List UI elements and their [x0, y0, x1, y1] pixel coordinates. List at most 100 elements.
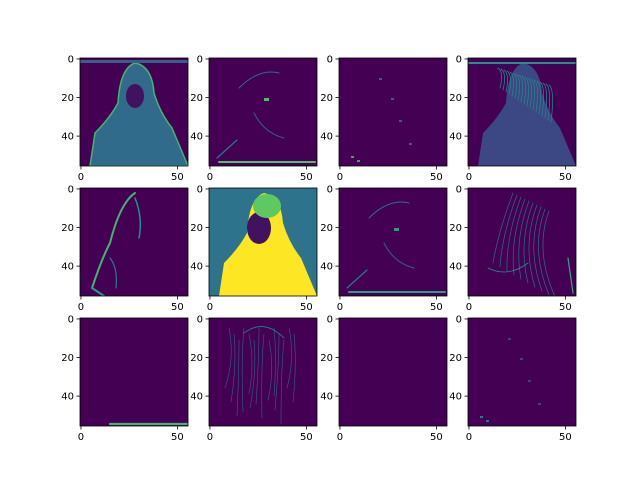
feature-image	[209, 58, 317, 166]
x-tick-label: 50	[430, 302, 443, 313]
x-tick-label: 50	[171, 302, 184, 313]
hair-stroke	[528, 204, 538, 288]
texture-stroke	[533, 79, 538, 113]
feature-image	[339, 58, 447, 166]
y-tick-label: 40	[320, 132, 333, 143]
texture-stroke	[515, 73, 520, 101]
y-tick-label: 40	[61, 262, 74, 273]
image-background	[339, 188, 447, 296]
y-tick-label: 40	[190, 392, 203, 403]
y-tick-label: 40	[449, 392, 462, 403]
panel-r0-c0: 0 50 0 20 40	[61, 54, 189, 183]
texture-stroke	[542, 82, 547, 119]
y-tick-label: 0	[456, 184, 462, 195]
axes-frame	[208, 317, 318, 427]
face-region	[247, 212, 271, 244]
x-tick-label: 50	[300, 302, 313, 313]
activation-dot	[538, 403, 541, 405]
y-tick-label: 0	[68, 54, 74, 65]
image-background	[209, 318, 317, 426]
y-tick-label: 20	[449, 93, 462, 104]
y-tick-label: 0	[68, 184, 74, 195]
x-tick-label: 0	[78, 432, 84, 443]
panel-r1-c0: 0 50 0 20 40	[61, 184, 189, 313]
contour-stroke	[134, 197, 142, 239]
edge-stroke	[255, 327, 260, 405]
texture-stroke	[521, 75, 526, 105]
x-tick-label: 50	[559, 302, 572, 313]
y-tick-label: 0	[456, 54, 462, 65]
x-tick-label: 0	[78, 302, 84, 313]
top-band	[468, 62, 576, 64]
y-tick-label: 20	[320, 353, 333, 364]
panel-r2-c1: 0 50 0 20 40	[190, 314, 318, 443]
y-tick-label: 20	[61, 93, 74, 104]
hair-stroke	[499, 194, 518, 268]
contour-stroke	[91, 287, 105, 296]
y-tick-label: 0	[68, 314, 74, 325]
texture-stroke	[548, 84, 553, 123]
edge-stroke	[273, 327, 276, 397]
top-band	[80, 60, 188, 63]
edge-stroke	[346, 269, 368, 289]
x-tick-label: 50	[559, 432, 572, 443]
axes-frame	[79, 317, 189, 427]
y-tick-label: 20	[190, 223, 203, 234]
activation-dot	[486, 420, 489, 422]
activation-dot	[409, 143, 412, 145]
feature-image	[468, 318, 576, 426]
figure-outline	[89, 62, 188, 166]
x-tick-label: 0	[207, 302, 213, 313]
x-tick-label: 0	[466, 172, 472, 183]
y-tick-label: 40	[190, 262, 203, 273]
feature-image	[209, 318, 317, 426]
hair-stroke	[492, 192, 514, 264]
x-tick-label: 50	[300, 172, 313, 183]
x-tick-label: 0	[466, 432, 472, 443]
activation-dot	[351, 156, 354, 158]
edge-stroke	[274, 333, 280, 411]
y-tick-label: 40	[449, 132, 462, 143]
figure-shape	[478, 63, 576, 166]
axes-frame	[338, 317, 448, 427]
activation-dot	[508, 338, 511, 340]
edge-stroke	[241, 327, 245, 413]
hair-stroke	[538, 208, 550, 296]
edge-stroke	[368, 201, 410, 219]
feature-image	[339, 318, 447, 426]
y-tick-label: 20	[320, 93, 333, 104]
y-tick-label: 20	[449, 353, 462, 364]
edge-stroke	[261, 333, 265, 419]
feature-image	[80, 188, 188, 296]
hair-stroke	[523, 202, 534, 284]
axes-frame	[208, 57, 318, 167]
y-tick-label: 20	[61, 353, 74, 364]
activation-dot	[399, 120, 402, 122]
texture-stroke	[530, 78, 535, 111]
activation-dot	[528, 380, 531, 382]
edge-stroke	[280, 339, 285, 425]
texture-stroke	[506, 70, 511, 95]
image-background	[468, 318, 576, 426]
axes-frame	[79, 187, 189, 297]
panel-r1-c1: 0 50 0 20 40	[190, 184, 318, 313]
texture-stroke	[524, 76, 529, 107]
edge-stroke	[248, 333, 253, 395]
edge-stroke	[249, 339, 256, 409]
activation-dot	[391, 98, 394, 100]
texture-stroke	[497, 67, 502, 89]
axes-frame	[467, 57, 577, 167]
edge-stroke	[216, 139, 238, 159]
edge-stroke	[230, 333, 236, 403]
hair-stroke	[487, 262, 529, 273]
panel-r0-c2: 0 50 0 20 40	[320, 54, 448, 183]
feature-image	[80, 58, 188, 166]
texture-stroke	[545, 83, 550, 121]
edge-stroke	[286, 327, 292, 389]
panel-r0-c3: 0 50 0 20 40	[449, 54, 577, 183]
edge-stroke	[292, 333, 296, 403]
edge-stroke	[238, 71, 280, 89]
y-tick-label: 40	[449, 262, 462, 273]
image-background	[80, 318, 188, 426]
